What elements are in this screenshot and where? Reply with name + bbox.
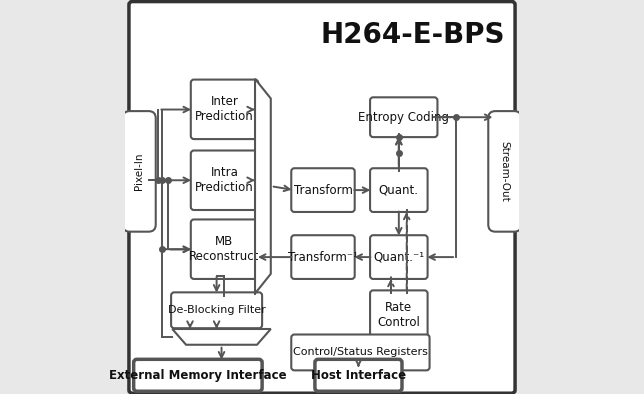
Text: Control/Status Registers: Control/Status Registers [293, 348, 428, 357]
FancyBboxPatch shape [370, 290, 428, 340]
FancyBboxPatch shape [488, 111, 522, 232]
FancyBboxPatch shape [291, 335, 430, 370]
Text: Quant.⁻¹: Quant.⁻¹ [374, 251, 424, 264]
Polygon shape [173, 329, 270, 345]
Text: Pixel-In: Pixel-In [134, 152, 144, 190]
Text: Host Interface: Host Interface [311, 369, 406, 382]
Polygon shape [255, 79, 270, 294]
Text: MB
Reconstruct: MB Reconstruct [189, 235, 260, 263]
FancyBboxPatch shape [191, 151, 258, 210]
Text: Transform: Transform [294, 184, 352, 197]
FancyBboxPatch shape [122, 111, 156, 232]
FancyBboxPatch shape [370, 97, 437, 137]
FancyBboxPatch shape [315, 359, 402, 391]
FancyBboxPatch shape [134, 359, 262, 391]
FancyBboxPatch shape [171, 292, 262, 328]
FancyBboxPatch shape [191, 80, 258, 139]
FancyBboxPatch shape [291, 235, 355, 279]
Text: Rate
Control: Rate Control [377, 301, 421, 329]
Text: Entropy Coding: Entropy Coding [358, 111, 450, 124]
Text: De-Blocking Filter: De-Blocking Filter [167, 305, 265, 315]
Text: H264-E-BPS: H264-E-BPS [320, 21, 505, 50]
FancyBboxPatch shape [370, 168, 428, 212]
Text: Inter
Prediction: Inter Prediction [195, 95, 254, 123]
FancyBboxPatch shape [191, 219, 258, 279]
FancyBboxPatch shape [291, 168, 355, 212]
Text: Stream-Out: Stream-Out [500, 141, 510, 202]
Text: External Memory Interface: External Memory Interface [109, 369, 287, 382]
Text: Quant.: Quant. [379, 184, 419, 197]
FancyBboxPatch shape [129, 2, 515, 393]
Text: Transform⁻¹: Transform⁻¹ [288, 251, 358, 264]
FancyBboxPatch shape [370, 235, 428, 279]
Text: Intra
Prediction: Intra Prediction [195, 166, 254, 194]
